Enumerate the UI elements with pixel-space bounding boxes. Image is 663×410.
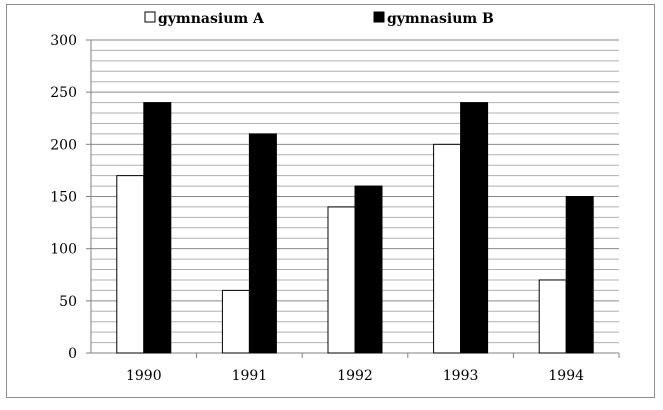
x-tick-label-1993: 1993	[443, 368, 479, 384]
y-tick-label: 150	[50, 190, 77, 206]
y-axis-ticks: 0 50 100 150 200 250 300	[50, 33, 91, 362]
legend-swatch-gymnasium-a	[144, 11, 156, 23]
bar-gymnasium-a-1991	[221, 289, 250, 354]
chart-frame	[6, 4, 655, 398]
x-tick-label-1991: 1991	[232, 368, 268, 384]
x-axis-ticks: 1990 1991 1992 1993 1994	[126, 353, 620, 384]
bar-gymnasium-a-1992	[327, 206, 356, 354]
x-tick-label-1990: 1990	[126, 368, 162, 384]
bar-gymnasium-a-1990	[116, 175, 145, 354]
legend: gymnasium A gymnasium B	[144, 11, 494, 27]
x-tick-label-1994: 1994	[548, 368, 584, 384]
y-tick-label: 300	[50, 33, 77, 49]
legend-label-gymnasium-a: gymnasium A	[158, 11, 265, 27]
legend-label-gymnasium-b: gymnasium B	[387, 11, 494, 27]
bar-gymnasium-b-1992	[354, 185, 383, 354]
bar-gymnasium-b-1991	[248, 133, 277, 354]
y-tick-label: 200	[50, 137, 77, 153]
bar-gymnasium-a-1994	[538, 279, 567, 354]
y-tick-label: 100	[50, 242, 77, 258]
bar-gymnasium-a-1993	[433, 143, 462, 354]
legend-swatch-gymnasium-b	[373, 11, 385, 23]
y-tick-label: 0	[68, 346, 77, 362]
bars	[116, 102, 594, 354]
y-tick-label: 50	[59, 294, 77, 310]
bar-gymnasium-b-1993	[460, 102, 489, 354]
bar-gymnasium-b-1994	[565, 196, 594, 354]
y-tick-label: 250	[50, 85, 77, 101]
bar-gymnasium-b-1990	[143, 102, 172, 354]
x-tick-label-1992: 1992	[337, 368, 373, 384]
